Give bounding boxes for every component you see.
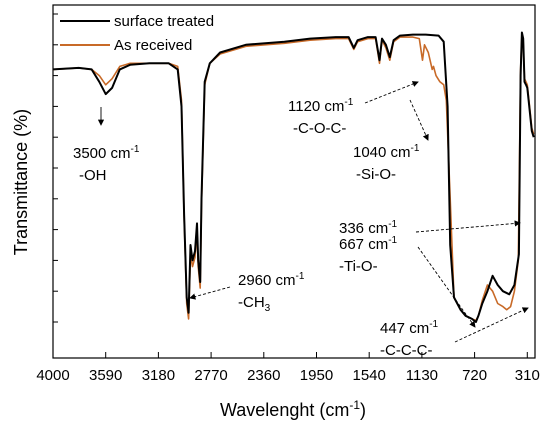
annotation-1120: 1120 cm-1 [288,97,354,115]
arrow-447 [454,307,529,343]
annotation-667-group: -Ti-O- [339,258,378,275]
annotation-667: 667 cm-1 [339,235,398,253]
x-tick-label: 2770 [194,367,227,384]
x-tick-label: 1540 [353,367,386,384]
arrow-667 [417,246,476,328]
series-layer [52,31,535,323]
x-tick-label: 3180 [142,367,175,384]
annotation-336: 336 cm-1 [339,219,398,237]
annotation-2960-group: -CH3 [238,294,271,314]
x-tick-label: 3590 [89,367,122,384]
annotation-3500: 3500 cm-1 [73,144,140,162]
annotation-447-group: -C-C-C- [380,342,432,359]
x-tick-label: 1130 [406,367,438,384]
y-axis-title: Transmittance (%) [11,109,31,255]
x-tick-label: 4000 [36,367,69,384]
x-axis-title: Wavelenght (cm-1) [220,398,366,420]
legend: surface treated As received [60,13,214,54]
x-tick-label: 720 [462,367,487,384]
x-tick-label: 310 [515,367,540,384]
annotation-3500-group: -OH [79,167,107,184]
y-axis [53,13,58,323]
plot-frame [52,4,536,359]
legend-label-as-received: As received [114,37,192,54]
annotation-1040: 1040 cm-1 [353,143,420,161]
x-tick-label: 2360 [247,367,280,384]
series-line-surface-treated [52,31,535,323]
legend-label-surface-treated: surface treated [114,13,214,30]
arrow-336 [415,220,521,233]
annotation-447: 447 cm-1 [380,319,439,337]
arrow-2960 [189,286,231,300]
arrow-1040 [409,99,429,141]
annotation-arrows [97,81,529,343]
annotation-2960: 2960 cm-1 [238,271,305,289]
arrow-1120 [364,81,419,104]
x-axis: 4000 3590 3180 2770 2360 1950 1540 1130 720 310 [36,352,540,384]
annotation-1120-group: -C-O-C- [293,120,346,137]
annotation-1040-group: -Si-O- [356,166,396,183]
x-tick-label: 1950 [300,367,333,384]
